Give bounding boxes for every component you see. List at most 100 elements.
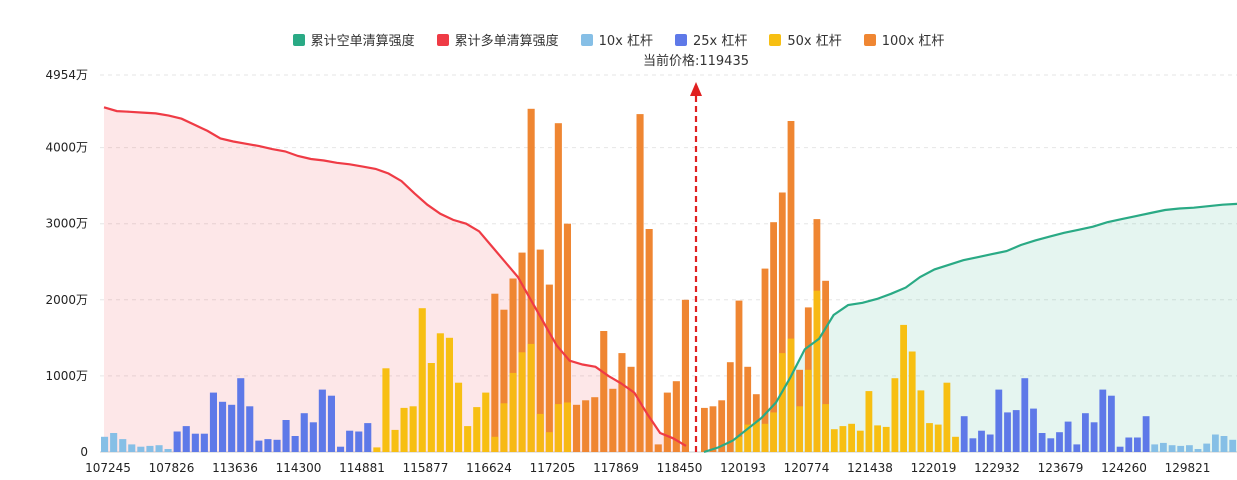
right-bar [874,425,881,452]
left-bar [382,368,390,452]
left-bar [255,440,263,452]
legend-short-cumulative[interactable]: 累计空单清算强度 [292,30,415,49]
legend: 累计空单清算强度 累计多单清算强度 10x 杠杆 25x 杠杆 50x 杠杆 1… [0,30,1237,49]
legend-50x[interactable]: 50x 杠杆 [769,30,842,49]
left-bar [618,353,626,452]
legend-25x[interactable]: 25x 杠杆 [675,30,747,49]
left-bar [318,389,326,452]
left-bar [300,413,308,452]
current-price-arrow [690,82,702,96]
left-bar [173,431,181,452]
left-bar [164,449,172,452]
left-bar-50x-overlay [563,402,571,452]
right-bar [1151,444,1159,452]
right-bar-50x-overlay [744,424,752,452]
right-bar [1021,378,1029,452]
right-bar [1064,421,1072,452]
left-bar [337,446,345,452]
legend-swatch-50x [769,33,782,46]
left-bar [146,445,154,452]
left-bar [600,331,608,452]
legend-10x[interactable]: 10x 杠杆 [580,30,653,49]
current-price-marker: 当前价格:119435 [643,53,749,452]
left-bar [137,446,145,452]
right-bar [1194,449,1202,452]
left-bar [554,123,562,452]
right-bar-50x-overlay [735,436,743,452]
left-bar [681,299,689,452]
y-tick-label: 4954万 [45,68,88,82]
left-bar [364,423,372,452]
long-cumulative-area [104,107,686,453]
left-bar [291,436,299,452]
right-bar [839,426,847,452]
left-bar [309,422,317,452]
right-bar [1004,412,1011,452]
left-bar [473,407,481,452]
x-tick-label: 129821 [1165,461,1211,475]
right-bar [1125,437,1133,452]
left-bar [273,439,281,452]
current-price-label: 当前价格:119435 [643,53,749,69]
left-bar [191,433,199,452]
right-bar [934,424,942,452]
left-bar-50x-overlay [518,352,526,452]
left-bar [200,433,208,452]
left-bar [536,249,544,452]
right-bar [1160,442,1167,452]
right-bar [1108,395,1115,452]
left-bar [182,426,190,452]
right-bar [1012,410,1020,452]
left-bar [209,392,217,452]
left-bar [654,444,662,452]
right-bar [865,391,873,452]
right-bar-50x-overlay [778,353,786,452]
x-tick-label: 107826 [149,461,195,475]
left-bar [482,392,490,452]
left-bar [400,407,408,452]
legend-100x[interactable]: 100x 杠杆 [863,30,944,49]
left-bar [246,406,254,452]
left-bar-50x-overlay [527,343,535,452]
cumulative-lines [103,106,1237,454]
left-bar [436,333,444,452]
left-bar-50x-overlay [500,403,508,452]
legend-label-25x: 25x 杠杆 [693,34,748,49]
x-tick-label: 113636 [212,461,258,475]
legend-label-50x: 50x 杠杆 [787,34,842,49]
right-bar [778,192,786,452]
left-bar [228,404,236,452]
left-bar [119,439,127,452]
long-cumulative-line [103,106,687,447]
right-bar [726,362,734,452]
left-bar [573,404,581,452]
right-bar [882,426,890,452]
y-tick-label: 4000万 [45,141,88,155]
x-tick-label: 123679 [1038,461,1084,475]
left-bar [464,426,472,452]
right-bar [1134,437,1141,452]
right-bar-50x-overlay [761,423,769,452]
right-bar [960,416,968,452]
left-bar [409,406,417,452]
right-bar [1038,433,1046,452]
y-tick-label: 0 [80,445,88,459]
left-bar [346,430,354,452]
right-bar [891,378,899,452]
x-tick-label: 117205 [530,461,576,475]
left-bar [627,366,635,452]
right-bar [1203,443,1211,452]
legend-swatch-10x [580,33,593,46]
legend-long-cumulative[interactable]: 累计多单清算强度 [436,30,559,49]
right-bar [943,382,951,452]
left-bar [527,108,535,453]
left-bar [582,400,590,452]
right-bar-50x-overlay [804,369,812,452]
left-bar [645,229,653,452]
left-bar [355,431,363,452]
right-bar [709,406,717,452]
right-bar [822,280,829,452]
right-bar-50x-overlay [770,412,777,452]
right-bar [1090,422,1098,452]
